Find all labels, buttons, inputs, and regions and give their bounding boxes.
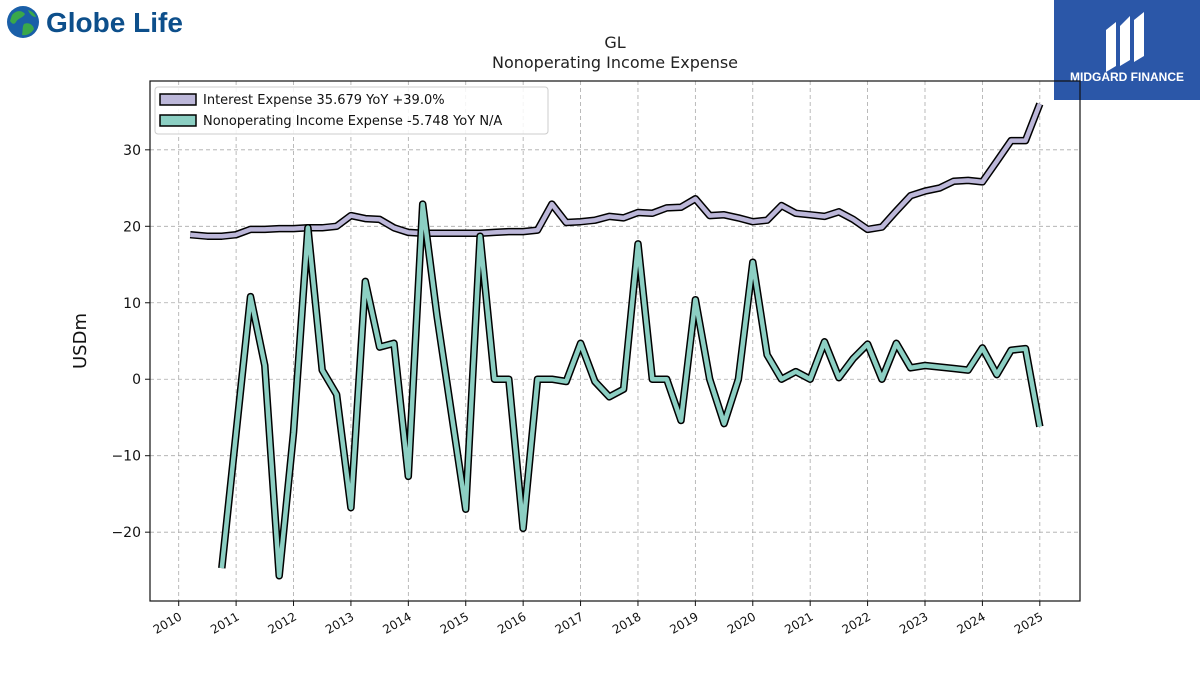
x-tick-label: 2011: [208, 609, 241, 636]
legend-label: Interest Expense 35.679 YoY +39.0%: [203, 93, 445, 108]
x-tick-label: 2013: [323, 609, 356, 636]
y-tick-label: −20: [111, 525, 141, 541]
legend-box: [154, 86, 549, 135]
x-tick-label: 2021: [782, 609, 815, 636]
chart-subtitle: Nonoperating Income Expense: [492, 53, 738, 72]
legend-swatch: [159, 114, 197, 127]
series-lines: [189, 102, 1044, 580]
y-tick-label: −10: [111, 449, 141, 465]
chart-title: GL: [604, 33, 625, 52]
x-tick-label: 2010: [151, 609, 184, 636]
globe-life-logo: Globe Life: [4, 2, 204, 42]
y-tick-label: 30: [123, 143, 141, 159]
series-line-outline: [218, 200, 1044, 580]
globe-life-logo-text: Globe Life: [46, 7, 183, 38]
legend: Interest Expense 35.679 YoY +39.0% Nonope…: [154, 86, 549, 135]
series-line: [219, 201, 1043, 579]
x-tick-label: 2020: [725, 609, 758, 636]
midgard-m-icon: [1106, 12, 1144, 72]
x-tick-label: 2019: [667, 609, 700, 636]
series-line: [190, 103, 1042, 239]
y-tick-label: 10: [123, 296, 141, 312]
legend-swatch: [159, 93, 197, 106]
x-tick-label: 2023: [897, 609, 930, 636]
x-axis: 2010 2011 2012 2013 2014 2015 2016 2017 2018 2019…: [151, 601, 1045, 637]
x-tick-label: 2024: [954, 609, 987, 636]
y-axis: −20 −10 0 10 20 30: [111, 143, 150, 541]
x-tick-label: 2022: [840, 609, 873, 636]
globe-icon: [7, 6, 39, 38]
y-axis-label: USDm: [70, 313, 91, 369]
x-tick-label: 2014: [380, 609, 413, 636]
x-tick-label: 2015: [438, 609, 471, 636]
x-tick-label: 2016: [495, 609, 528, 636]
legend-label: Nonoperating Income Expense -5.748 YoY N…: [203, 114, 502, 129]
x-tick-label: 2017: [553, 609, 586, 636]
x-tick-label: 2025: [1012, 609, 1045, 636]
x-tick-label: 2018: [610, 609, 643, 636]
grid-lines: [150, 81, 1080, 601]
y-tick-label: 20: [123, 219, 141, 235]
y-tick-label: 0: [132, 372, 141, 388]
midgard-finance-logo-text: MIDGARD FINANCE: [1070, 70, 1184, 84]
plot-frame: [149, 80, 1081, 602]
x-tick-label: 2012: [266, 609, 299, 636]
midgard-finance-logo: MIDGARD FINANCE: [1054, 0, 1200, 100]
series-2: [218, 200, 1044, 580]
series-1: [189, 102, 1044, 240]
